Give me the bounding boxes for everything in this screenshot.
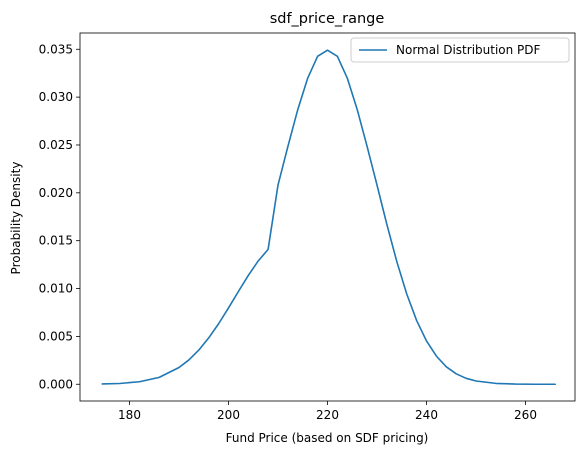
- y-axis: 0.000 0.005 0.010 0.015 0.020 0.025 0.030 0.035: [39, 42, 80, 391]
- y-tick-label: 0.015: [39, 234, 73, 248]
- y-tick-label: 0.010: [39, 282, 73, 296]
- x-tick-label: 200: [217, 408, 240, 422]
- y-tick-label: 0.035: [39, 42, 73, 56]
- plot-area: [80, 33, 575, 401]
- series-line-0: [102, 50, 555, 384]
- x-tick-label: 180: [118, 408, 141, 422]
- x-axis-title: Fund Price (based on SDF pricing): [226, 431, 429, 445]
- y-tick-label: 0.030: [39, 90, 73, 104]
- x-tick-label: 240: [415, 408, 438, 422]
- chart-title: sdf_price_range: [270, 11, 385, 27]
- y-tick-label: 0.025: [39, 138, 73, 152]
- legend: Normal Distribution PDF: [351, 38, 569, 62]
- axes-frame: [80, 33, 575, 401]
- y-axis-title: Probability Density: [9, 162, 23, 275]
- x-tick-label: 220: [316, 408, 339, 422]
- y-tick-label: 0.000: [39, 377, 73, 391]
- x-tick-label: 260: [514, 408, 537, 422]
- y-tick-label: 0.020: [39, 186, 73, 200]
- x-axis: 180 200 220 240 260: [118, 401, 537, 422]
- legend-label: Normal Distribution PDF: [396, 43, 541, 57]
- y-tick-label: 0.005: [39, 329, 73, 343]
